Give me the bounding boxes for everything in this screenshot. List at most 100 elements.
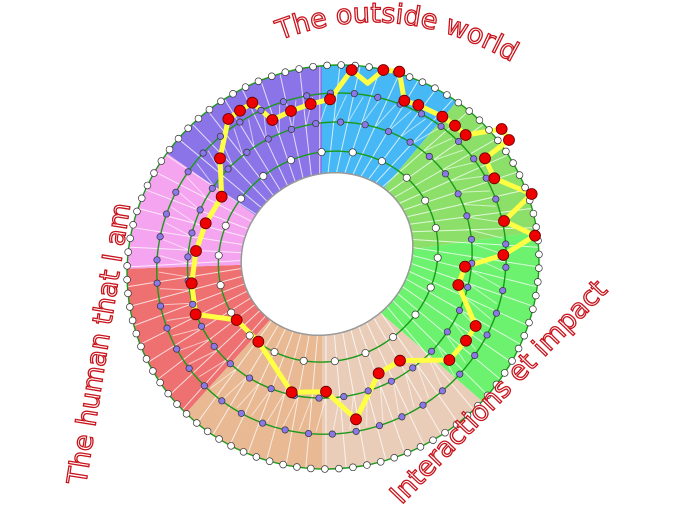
- radial-line: [159, 255, 190, 265]
- node: [389, 333, 398, 342]
- highlight-node: [443, 354, 456, 366]
- radial-line: [285, 334, 310, 466]
- node: [474, 401, 482, 410]
- node: [405, 73, 414, 81]
- node: [525, 318, 533, 327]
- highlight-node: [214, 152, 226, 165]
- node: [224, 165, 232, 173]
- node: [137, 194, 146, 203]
- node: [349, 463, 357, 472]
- node: [172, 188, 180, 196]
- radial-line: [247, 331, 294, 454]
- node: [500, 369, 509, 377]
- node: [348, 148, 357, 157]
- node: [492, 380, 501, 389]
- radial-line: [196, 163, 216, 189]
- radial-line: [468, 268, 501, 288]
- label-outside-world: The outside world: [271, 0, 523, 68]
- node: [133, 207, 141, 216]
- node: [529, 305, 537, 313]
- radial-line: [171, 206, 198, 225]
- node: [443, 328, 451, 336]
- highlight-node: [398, 94, 411, 107]
- node: [508, 357, 516, 365]
- node: [184, 168, 192, 176]
- node: [304, 430, 313, 438]
- radial-line: [198, 358, 229, 378]
- node: [465, 107, 473, 115]
- node: [431, 84, 439, 92]
- radial-line: [412, 254, 538, 288]
- node: [299, 356, 308, 365]
- highlight-node: [459, 260, 471, 273]
- radial-line: [462, 294, 492, 320]
- node: [156, 378, 164, 387]
- node: [398, 413, 406, 421]
- node: [467, 235, 475, 243]
- node: [374, 93, 382, 101]
- radial-line: [236, 381, 262, 409]
- node: [520, 331, 529, 340]
- node: [363, 461, 371, 469]
- node: [307, 464, 315, 473]
- radial-line: [147, 297, 252, 363]
- radial-line: [129, 275, 243, 307]
- radial-line: [344, 68, 381, 174]
- radial-line: [467, 228, 503, 239]
- radial-line: [464, 216, 501, 223]
- highlight-node: [285, 386, 298, 399]
- node: [406, 138, 414, 146]
- radial-line: [165, 154, 257, 215]
- radial-line: [179, 338, 212, 351]
- node: [417, 110, 426, 118]
- highlight-node: [345, 64, 358, 76]
- node: [409, 364, 417, 372]
- node: [153, 279, 161, 287]
- node: [203, 427, 212, 436]
- node: [463, 411, 472, 420]
- node: [514, 344, 523, 353]
- highlight-node: [412, 99, 425, 111]
- node: [156, 233, 164, 241]
- node: [124, 248, 132, 256]
- node: [237, 409, 245, 417]
- node: [471, 351, 479, 359]
- radial-line: [420, 137, 453, 153]
- node: [438, 387, 446, 395]
- node: [323, 61, 331, 70]
- node: [428, 347, 436, 355]
- radial-line: [451, 319, 476, 350]
- node: [509, 159, 517, 167]
- node: [499, 286, 507, 295]
- node: [245, 331, 254, 340]
- node: [188, 229, 196, 237]
- node: [464, 283, 472, 291]
- highlight-node: [230, 314, 243, 326]
- radial-line: [460, 203, 496, 207]
- radial-line: [188, 348, 220, 365]
- radial-line: [408, 270, 529, 327]
- highlight-node: [497, 249, 510, 261]
- node: [237, 194, 245, 203]
- radial-line: [137, 207, 246, 238]
- node: [243, 148, 251, 156]
- highlight-node: [452, 279, 465, 291]
- radial-line: [409, 127, 440, 146]
- node: [455, 306, 464, 314]
- node: [454, 98, 463, 107]
- node: [303, 92, 311, 100]
- highlight-node: [215, 190, 228, 203]
- radial-line: [430, 149, 464, 162]
- node: [132, 329, 141, 338]
- radial-line: [299, 68, 312, 176]
- node: [149, 367, 157, 375]
- node: [128, 316, 137, 325]
- radial-line: [405, 278, 521, 345]
- highlight-node: [190, 245, 202, 257]
- radial-line: [128, 246, 242, 254]
- node: [312, 120, 320, 128]
- node: [387, 377, 395, 385]
- node: [252, 453, 261, 461]
- node: [241, 83, 250, 91]
- node: [142, 355, 151, 363]
